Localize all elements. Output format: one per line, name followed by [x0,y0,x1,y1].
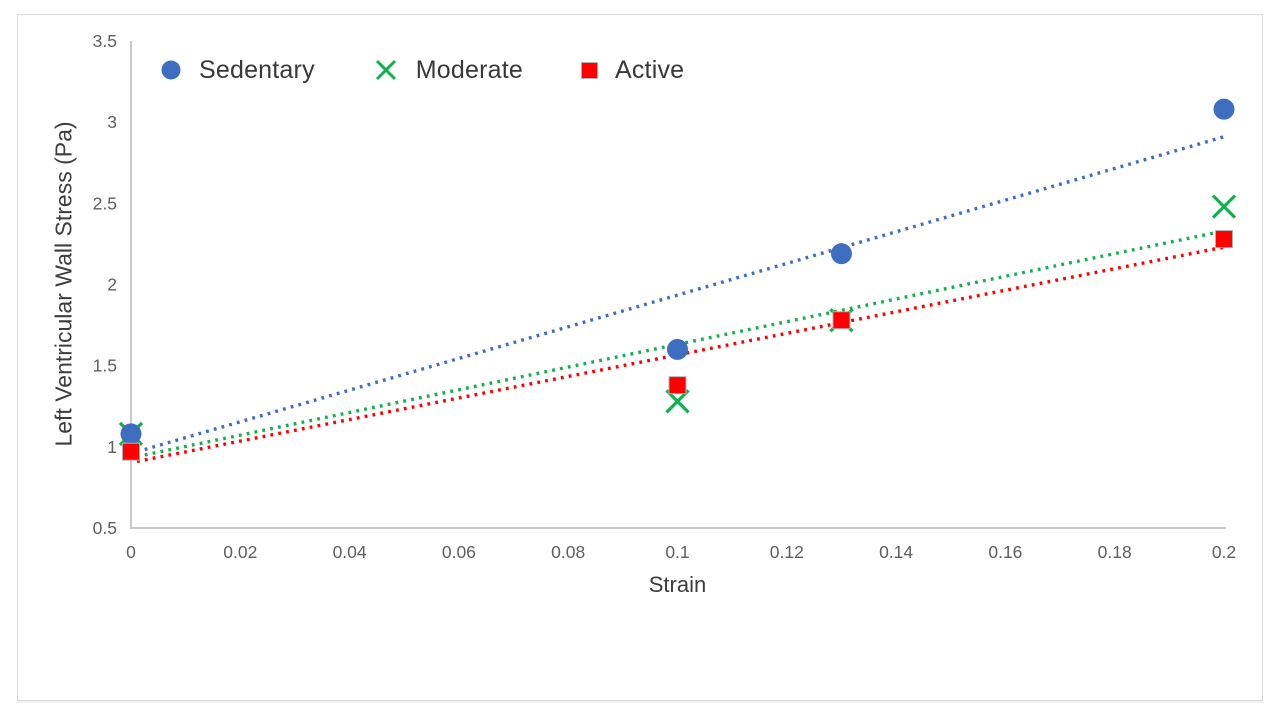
legend-label-active: Active [614,55,685,84]
legend: Sedentary Moderate Active [160,52,684,88]
x-axis-title: Strain [648,572,707,597]
y-axis-title: Left Ventricular Wall Stress (Pa) [50,121,77,447]
legend-label-sedentary: Sedentary [199,55,315,84]
legend-item-active: Active [580,55,685,85]
x-marker-icon [375,59,396,81]
legend-item-moderate: Moderate [373,56,523,85]
square-marker-icon [580,61,598,79]
legend-label-moderate: Moderate [415,55,523,84]
circle-marker-icon [161,60,181,80]
legend-item-sedentary: Sedentary [160,56,315,85]
